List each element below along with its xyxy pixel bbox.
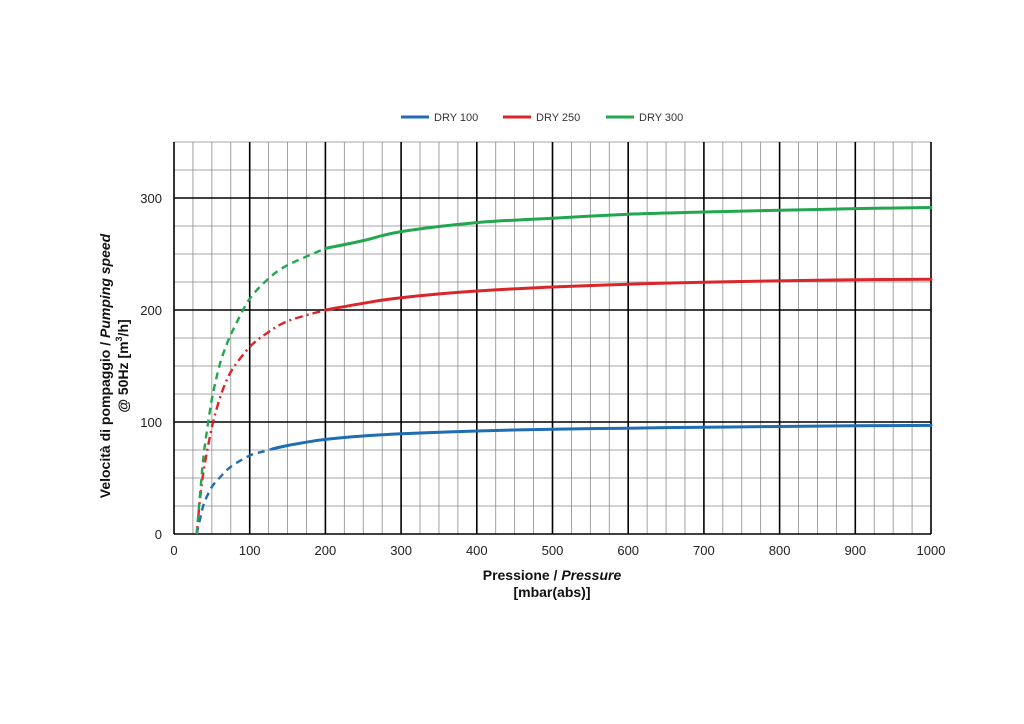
x-tick-label: 900 xyxy=(844,543,866,558)
dry-300-dashed-line xyxy=(195,247,326,535)
legend: DRY 100 DRY 250 DRY 300 xyxy=(401,112,683,124)
x-tick-label: 1000 xyxy=(917,543,946,558)
dry-100-solid-line xyxy=(270,423,933,451)
x-tick-label: 300 xyxy=(390,543,412,558)
svg-text:Velocità di pompaggio / Pumpin: Velocità di pompaggio / Pumping speed xyxy=(97,233,113,498)
dry-250-solid-line xyxy=(323,277,933,312)
x-tick-labels: 0 100 200 300 400 500 600 700 800 900 1000 xyxy=(170,543,945,558)
y-tick-label: 0 xyxy=(155,527,162,542)
x-tick-label: 200 xyxy=(315,543,337,558)
x-tick-label: 500 xyxy=(542,543,564,558)
y-tick-label: 200 xyxy=(140,303,162,318)
x-tick-label: 0 xyxy=(170,543,177,558)
x-axis-title: Pressione / Pressure xyxy=(483,567,622,583)
dry-100-legend-label: DRY 100 xyxy=(434,112,478,124)
dry-300-legend-label: DRY 300 xyxy=(639,112,683,124)
dry-250-dashed-line xyxy=(195,308,326,535)
y-axis-title: Velocità di pompaggio / Pumping speed @ … xyxy=(97,233,131,498)
y-tick-label: 300 xyxy=(140,191,162,206)
svg-text:@ 50Hz [m3/h]: @ 50Hz [m3/h] xyxy=(114,319,131,412)
x-tick-label: 600 xyxy=(617,543,639,558)
x-tick-label: 100 xyxy=(239,543,261,558)
x-tick-label: 800 xyxy=(769,543,791,558)
dry-300-solid-line xyxy=(323,206,933,250)
x-tick-label: 700 xyxy=(693,543,715,558)
y-tick-label: 100 xyxy=(140,415,162,430)
x-axis-unit: [mbar(abs)] xyxy=(513,584,590,600)
x-tick-label: 400 xyxy=(466,543,488,558)
series-lines xyxy=(195,206,933,535)
major-gridlines xyxy=(173,142,932,535)
dry-100-dashed-line xyxy=(195,447,273,535)
dry-250-legend-label: DRY 250 xyxy=(536,112,580,124)
y-tick-labels: 0 100 200 300 xyxy=(140,191,162,542)
